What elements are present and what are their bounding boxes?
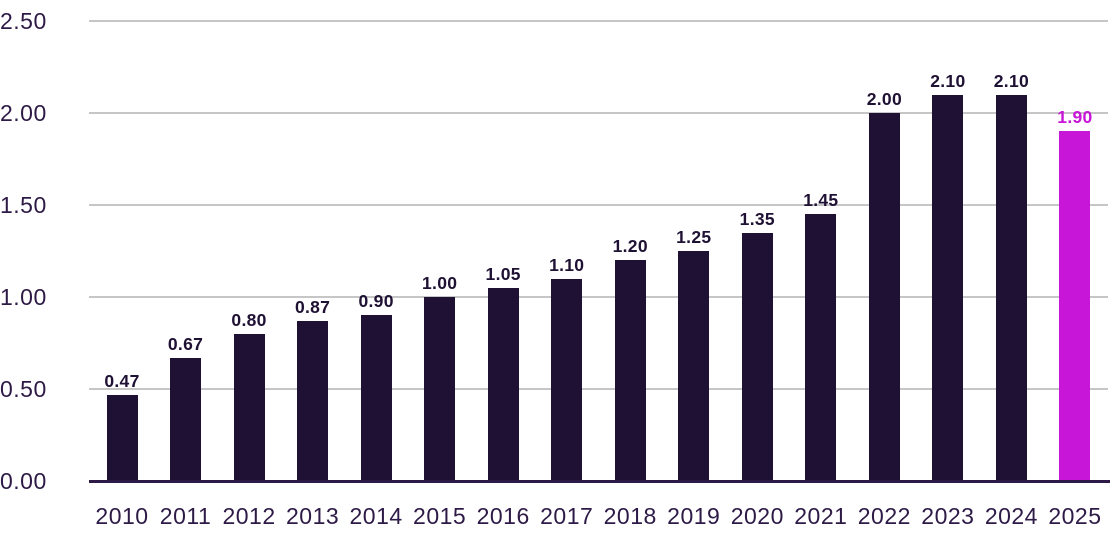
x-tick-label-2013: 2013 — [285, 503, 340, 529]
x-tick-label-2018: 2018 — [603, 503, 657, 529]
bar-value-label-2015: 1.00 — [422, 273, 458, 293]
bar-value-label-2012: 0.80 — [231, 309, 267, 330]
bar-value-label-2010: 0.47 — [104, 370, 140, 391]
bar-2023 — [932, 94, 964, 481]
x-tick-label-2012: 2012 — [222, 503, 276, 529]
bar-2012 — [233, 333, 265, 481]
x-tick-label-2010: 2010 — [95, 503, 149, 529]
x-tick-label-2024: 2024 — [984, 503, 1038, 529]
bar-2018 — [614, 260, 646, 481]
x-tick-label-2015: 2015 — [413, 503, 467, 529]
x-tick-label-2014: 2014 — [349, 503, 403, 529]
x-tick-label-2020: 2020 — [730, 503, 784, 529]
bar-2016 — [487, 287, 519, 481]
bar-2010 — [106, 394, 138, 481]
bar-value-label-2013: 0.87 — [294, 296, 331, 317]
y-tick-label-2.50: 2.50 — [0, 8, 47, 34]
bar-2025 — [1059, 131, 1091, 481]
x-tick-label-2022: 2022 — [857, 503, 911, 529]
bar-2024 — [995, 94, 1027, 481]
bar-value-label-2025: 1.90 — [1057, 107, 1093, 128]
bar-value-label-2016: 1.05 — [485, 263, 521, 284]
bar-value-label-2017: 1.10 — [549, 254, 585, 275]
y-tick-label-2.00: 2.00 — [0, 100, 47, 126]
bar-2013 — [297, 320, 329, 481]
bar-2021 — [805, 214, 837, 481]
x-tick-label-2021: 2021 — [794, 503, 848, 529]
bar-value-label-2023: 2.10 — [930, 70, 966, 91]
bar-2015 — [424, 297, 456, 481]
bar-value-label-2014: 0.90 — [358, 291, 394, 312]
bar-2020 — [741, 232, 773, 481]
bar-2014 — [360, 315, 392, 481]
y-tick-label-0.00: 0.00 — [0, 468, 47, 494]
bar-2017 — [551, 278, 583, 481]
gridline-1.00 — [89, 296, 1108, 298]
bar-2022 — [868, 113, 900, 481]
y-tick-label-1.50: 1.50 — [0, 192, 47, 218]
bar-value-label-2020: 1.35 — [739, 208, 775, 229]
bar-value-label-2018: 1.20 — [612, 236, 648, 257]
gridline-0.50 — [89, 388, 1108, 390]
bar-value-label-2022: 2.00 — [866, 89, 902, 109]
y-tick-label-0.50: 0.50 — [0, 376, 47, 402]
bar-value-label-2021: 1.45 — [803, 190, 839, 211]
gridline-2.00 — [89, 112, 1108, 114]
bar-value-label-2019: 1.25 — [676, 227, 712, 247]
x-tick-label-2025: 2025 — [1048, 503, 1102, 529]
x-tick-label-2011: 2011 — [159, 503, 212, 529]
x-axis-line — [89, 480, 1110, 483]
y-tick-label-1.00: 1.00 — [0, 284, 47, 310]
gridline-1.50 — [89, 204, 1108, 206]
x-tick-label-2023: 2023 — [921, 503, 975, 529]
gridline-2.50 — [89, 20, 1108, 22]
bar-2011 — [170, 357, 202, 481]
bar-value-label-2011: 0.67 — [167, 333, 204, 354]
bar-2019 — [678, 251, 710, 481]
x-tick-label-2016: 2016 — [476, 503, 530, 529]
x-tick-label-2017: 2017 — [540, 503, 594, 529]
x-tick-label-2019: 2019 — [667, 503, 721, 529]
bar-value-label-2024: 2.10 — [993, 70, 1030, 91]
